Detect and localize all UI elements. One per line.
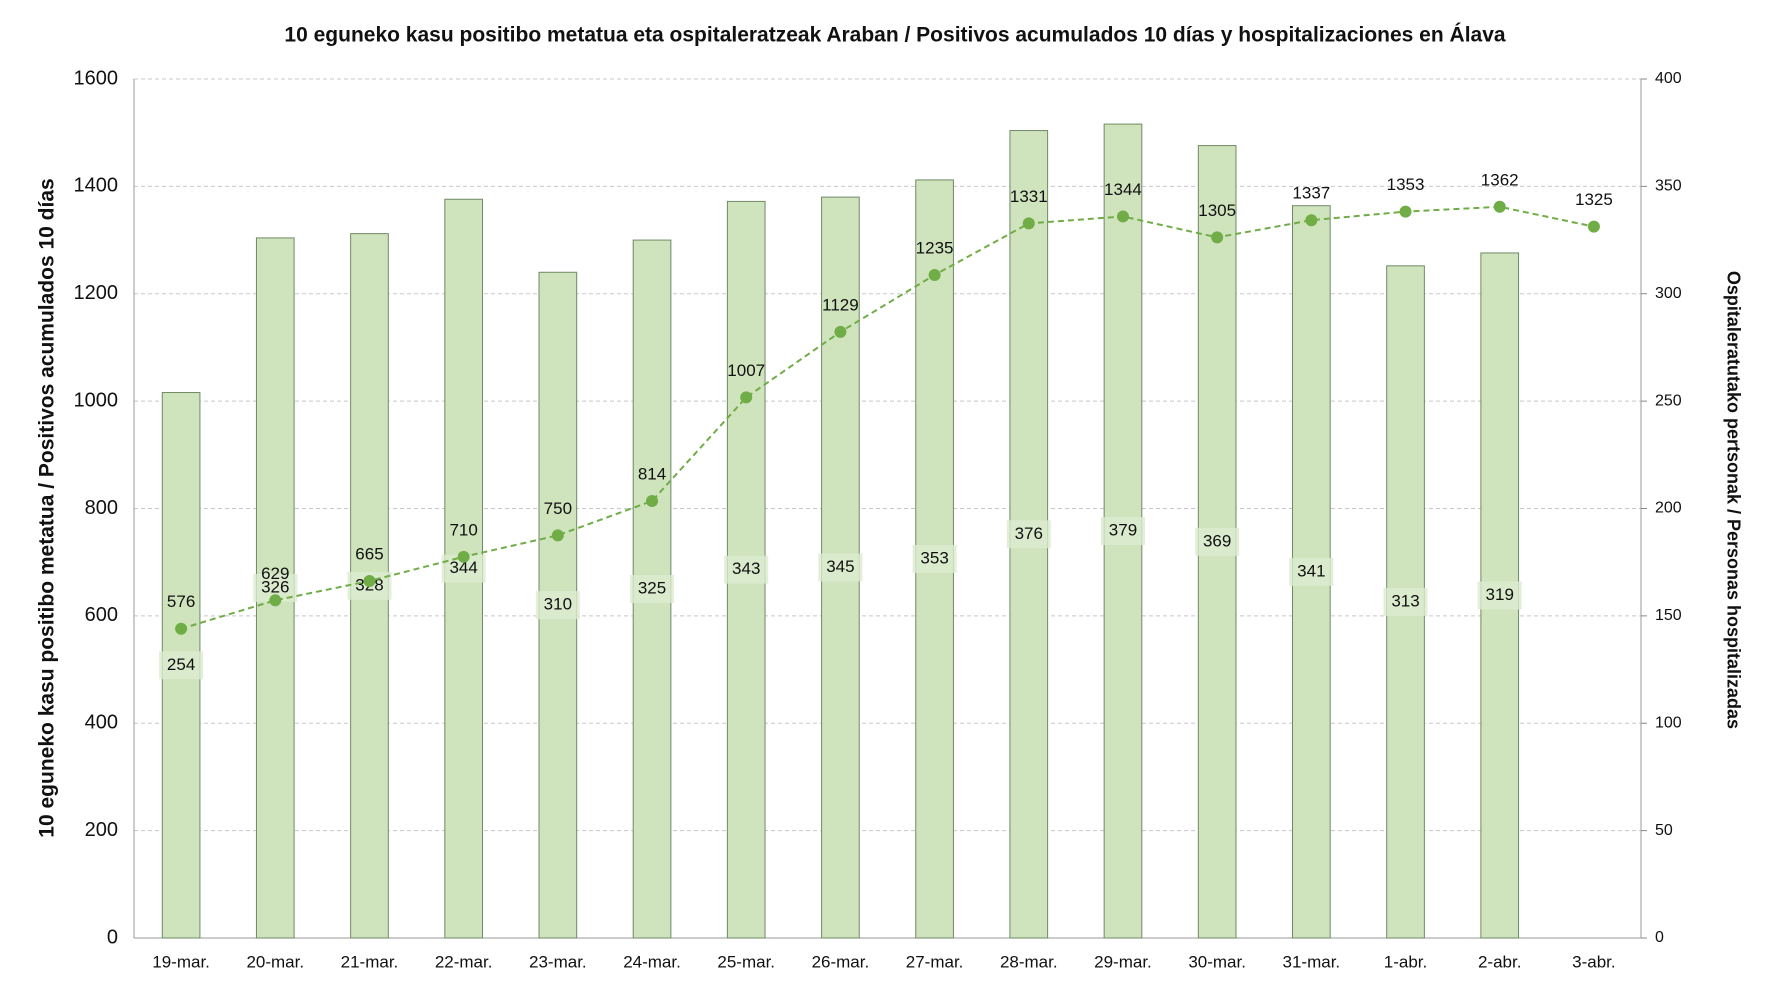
value-label: 379 [1109,521,1137,540]
value-label-bg [724,555,769,584]
y2-tick-label: 400 [1655,70,1682,87]
value-label: 665 [355,544,383,563]
value-label-bg [1477,581,1522,610]
x-tick-label: 30-mar. [1188,952,1246,971]
x-tick-label: 28-mar. [1000,952,1058,971]
x-tick-label: 1-abr. [1384,952,1427,971]
value-label: 1353 [1387,175,1425,194]
value-label: 1305 [1198,201,1236,220]
y2-tick-label: 0 [1655,929,1664,946]
value-label-bg [1383,587,1428,616]
value-label: 254 [167,655,195,674]
line-marker [1587,220,1600,233]
y2-tick-label: 150 [1655,607,1682,624]
line-marker [928,268,941,281]
y-tick-label: 1400 [74,175,119,197]
value-label-bg [159,651,204,680]
line-marker [363,574,376,587]
value-label: 1235 [916,238,954,257]
line-marker [457,550,470,563]
line-marker [1305,214,1318,227]
line-marker [1116,210,1129,223]
x-tick-label: 27-mar. [906,952,964,971]
line-marker [1399,205,1412,218]
x-tick-label: 29-mar. [1094,952,1152,971]
x-tick-label: 31-mar. [1283,952,1341,971]
y-tick-label: 600 [85,604,118,626]
y-tick-label: 200 [85,819,118,841]
value-label-bg [1100,517,1145,546]
y-tick-label: 0 [107,926,118,948]
value-label: 313 [1391,591,1419,610]
value-label-bg [818,553,863,582]
value-label: 1129 [822,295,859,314]
line-marker [834,325,847,338]
y-tick-label: 1600 [74,67,119,89]
y2-tick-label: 50 [1655,822,1673,839]
value-label: 325 [638,579,666,598]
x-tick-label: 23-mar. [529,952,587,971]
y-tick-label: 1200 [74,282,119,304]
line-marker [269,594,282,607]
y-tick-label: 400 [85,712,118,734]
x-tick-label: 21-mar. [341,952,399,971]
value-label-bg [1289,557,1334,586]
y-tick-label: 800 [85,497,118,519]
line-marker [1211,231,1224,244]
value-label: 376 [1015,524,1043,543]
y2-tick-label: 250 [1655,392,1682,409]
value-label: 1331 [1010,187,1048,206]
value-label: 343 [732,559,760,578]
value-label: 1337 [1292,184,1330,203]
value-label-bg [1006,520,1051,549]
value-label: 353 [920,548,948,567]
value-label-bg [535,591,580,620]
line-marker [646,494,659,507]
y-tick-label: 1000 [74,389,119,411]
value-label: 341 [1297,561,1325,580]
value-label: 1007 [727,361,765,380]
x-tick-label: 26-mar. [812,952,870,971]
x-tick-label: 22-mar. [435,952,493,971]
value-label: 344 [449,558,477,577]
y2-tick-label: 100 [1655,714,1682,731]
y2-axis-label: Ospitaleratutako pertsonak / Personas ho… [1723,271,1743,729]
value-label: 1362 [1481,170,1519,189]
value-label: 319 [1486,585,1514,604]
line-marker [551,529,564,542]
value-label: 310 [544,595,572,614]
line-marker [1493,200,1506,213]
line-marker [740,391,753,404]
value-label: 576 [167,592,195,611]
x-tick-label: 25-mar. [717,952,775,971]
value-label: 814 [638,464,666,483]
y-axis-label: 10 eguneko kasu positibo metatua / Posit… [36,178,59,837]
value-label: 750 [544,499,572,518]
value-label: 369 [1203,531,1231,550]
y2-tick-label: 200 [1655,500,1682,517]
value-label: 710 [449,520,477,539]
chart-title: 10 eguneko kasu positibo metatua eta osp… [284,24,1505,47]
x-tick-label: 24-mar. [623,952,681,971]
x-tick-label: 3-abr. [1572,952,1615,971]
value-label-bg [630,575,675,604]
value-label: 1344 [1104,180,1142,199]
value-label-bg [1195,527,1240,556]
value-label: 629 [261,564,289,583]
value-label: 326 [261,577,289,596]
line-marker [1022,217,1035,230]
value-label-bg [912,544,957,573]
value-label: 1325 [1575,190,1613,209]
x-tick-label: 2-abr. [1478,952,1521,971]
y2-tick-label: 350 [1655,178,1682,195]
x-tick-label: 19-mar. [152,952,210,971]
y2-tick-label: 300 [1655,285,1682,302]
line [180,205,1595,630]
value-label: 345 [826,557,854,576]
line-marker [175,622,188,635]
x-tick-label: 20-mar. [246,952,304,971]
